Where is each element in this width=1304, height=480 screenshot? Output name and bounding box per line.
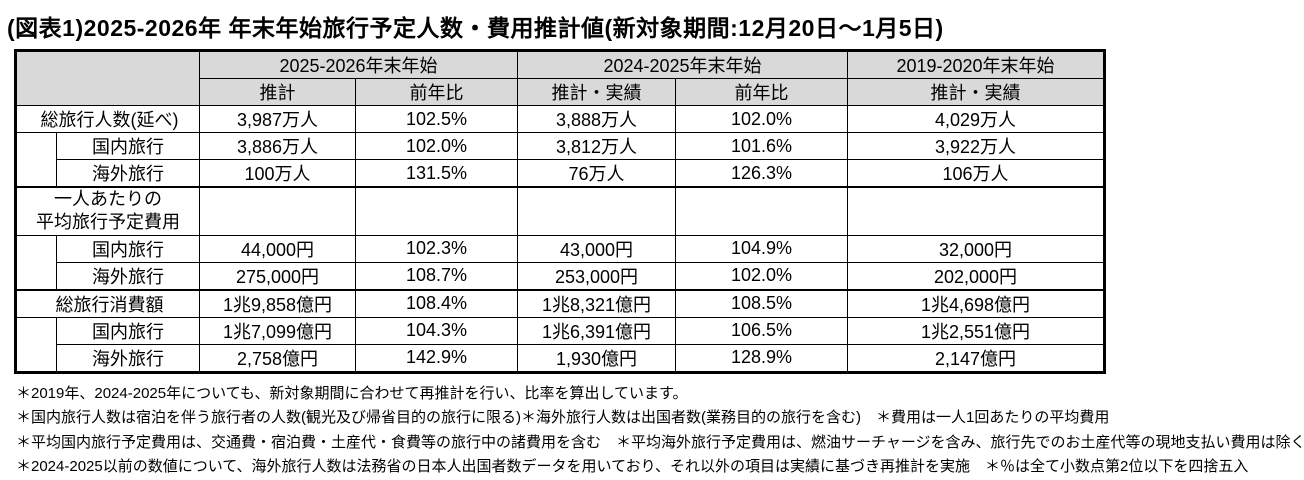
table-cell: 131.5% bbox=[355, 159, 518, 188]
table-cell: 2,758億円 bbox=[199, 343, 356, 373]
table-cell: 1兆9,858億円 bbox=[199, 288, 356, 318]
table-cell bbox=[517, 186, 676, 236]
table-row-spending-domestic: 国内旅行 1兆7,099億円 104.3% 1兆6,391億円 106.5% 1… bbox=[15, 316, 1105, 373]
table-cell: 2,147億円 bbox=[847, 343, 1105, 373]
table-cell: 106万人 bbox=[847, 159, 1105, 188]
table-cell: 1兆7,099億円 bbox=[199, 316, 356, 345]
table-cell: 275,000円 bbox=[199, 261, 356, 290]
row-label-line2: 平均旅行予定費用 bbox=[36, 212, 180, 233]
col-header-yoy: 前年比 bbox=[675, 78, 848, 106]
col-header-yoy: 前年比 bbox=[355, 78, 518, 106]
table-row-avg-cost-domestic: 国内旅行 44,000円 102.3% 43,000円 104.9% 32,00… bbox=[15, 234, 1105, 290]
table-cell: 126.3% bbox=[675, 159, 848, 188]
col-header-estimate: 推計 bbox=[199, 78, 356, 106]
row-label: 国内旅行 bbox=[56, 234, 200, 263]
row-label: 国内旅行 bbox=[56, 132, 200, 160]
row-label: 国内旅行 bbox=[56, 316, 200, 345]
col-header-estimate-actual: 推計・実績 bbox=[847, 78, 1105, 106]
footnote-line: ＊2024-2025以前の数値について、海外旅行人数は法務省の日本人出国者数デー… bbox=[16, 458, 1249, 475]
page-title: (図表1)2025-2026年 年末年始旅行予定人数・費用推計値(新対象期間:1… bbox=[7, 15, 944, 41]
table-cell: 104.9% bbox=[675, 234, 848, 263]
table-cell: 76万人 bbox=[517, 159, 676, 188]
table-row-domestic-travelers: 国内旅行 3,886万人 102.0% 3,812万人 101.6% 3,922… bbox=[15, 132, 1105, 188]
table-cell: 3,886万人 bbox=[199, 132, 356, 160]
table-cell: 101.6% bbox=[675, 132, 848, 160]
row-label: 総旅行人数(延べ) bbox=[15, 105, 200, 133]
header-group-row: 2025-2026年末年始 2024-2025年末年始 2019-2020年末年… bbox=[15, 50, 1105, 106]
table-row-overseas-travelers: 海外旅行 100万人 131.5% 76万人 126.3% 106万人 bbox=[16, 159, 1105, 188]
table-cell: 3,922万人 bbox=[847, 132, 1105, 160]
table-cell bbox=[847, 186, 1105, 236]
table-cell: 4,029万人 bbox=[847, 105, 1105, 133]
table-cell bbox=[199, 186, 356, 236]
table-row-total-travelers: 総旅行人数(延べ) 3,987万人 102.5% 3,888万人 102.0% … bbox=[15, 105, 1105, 133]
col-header-estimate-actual: 推計・実績 bbox=[517, 78, 676, 106]
table-cell: 3,987万人 bbox=[199, 105, 356, 133]
table-cell: 102.0% bbox=[675, 105, 848, 133]
table-cell: 1兆6,391億円 bbox=[517, 316, 676, 345]
indent-spacer bbox=[15, 132, 57, 188]
table-cell: 32,000円 bbox=[847, 234, 1105, 263]
table-cell: 102.0% bbox=[355, 132, 518, 160]
table-cell: 43,000円 bbox=[517, 234, 676, 263]
table-cell: 1兆2,551億円 bbox=[847, 316, 1105, 345]
footnote-line: ＊国内旅行人数は宿泊を伴う旅行者の人数(観光及び帰省目的の旅行に限る)＊海外旅行… bbox=[16, 409, 1110, 426]
indent-spacer bbox=[15, 316, 57, 373]
table-row-spending-overseas: 海外旅行 2,758億円 142.9% 1,930億円 128.9% 2,147… bbox=[16, 343, 1105, 373]
table-cell: 102.3% bbox=[355, 234, 518, 263]
row-label: 一人あたりの 平均旅行予定費用 bbox=[15, 186, 200, 236]
table-cell: 108.7% bbox=[355, 261, 518, 290]
group-header-2025-2026: 2025-2026年末年始 bbox=[199, 50, 518, 79]
table-cell bbox=[675, 186, 848, 236]
table-cell: 108.4% bbox=[355, 288, 518, 318]
table-cell: 106.5% bbox=[675, 316, 848, 345]
table-cell: 3,812万人 bbox=[517, 132, 676, 160]
table-cell: 108.5% bbox=[675, 288, 848, 318]
row-label: 総旅行消費額 bbox=[15, 288, 200, 318]
table-cell bbox=[355, 186, 518, 236]
footnotes: ＊2019年、2024-2025年についても、新対象期間に合わせて再推計を行い、… bbox=[16, 382, 1304, 480]
table-cell: 253,000円 bbox=[517, 261, 676, 290]
travel-estimate-table: 2025-2026年末年始 2024-2025年末年始 2019-2020年末年… bbox=[14, 49, 1106, 374]
row-label: 海外旅行 bbox=[56, 343, 200, 373]
page: (図表1)2025-2026年 年末年始旅行予定人数・費用推計値(新対象期間:1… bbox=[7, 15, 1304, 475]
group-header-2019-2020: 2019-2020年末年始 bbox=[847, 50, 1105, 79]
table-cell: 1兆8,321億円 bbox=[517, 288, 676, 318]
header-sub-row: 推計 前年比 推計・実績 前年比 推計・実績 bbox=[16, 78, 1105, 106]
row-label: 海外旅行 bbox=[56, 261, 200, 290]
table-cell: 3,888万人 bbox=[517, 105, 676, 133]
footnote-line: ＊平均国内旅行予定費用は、交通費・宿泊費・土産代・食費等の旅行中の諸費用を含む … bbox=[16, 433, 1304, 451]
row-label-line1: 一人あたりの bbox=[54, 189, 162, 210]
table-cell: 1兆4,698億円 bbox=[847, 288, 1105, 318]
table-cell: 44,000円 bbox=[199, 234, 356, 263]
row-label: 海外旅行 bbox=[56, 159, 200, 188]
footnote-line: ＊2019年、2024-2025年についても、新対象期間に合わせて再推計を行い、… bbox=[16, 384, 688, 402]
table-cell: 102.5% bbox=[355, 105, 518, 133]
table-row-avg-cost-overseas: 海外旅行 275,000円 108.7% 253,000円 102.0% 202… bbox=[16, 261, 1105, 290]
table-cell: 1,930億円 bbox=[517, 343, 676, 373]
corner-cell bbox=[15, 50, 200, 106]
group-header-2024-2025: 2024-2025年末年始 bbox=[517, 50, 848, 79]
indent-spacer bbox=[15, 234, 57, 290]
table-row-avg-cost-header: 一人あたりの 平均旅行予定費用 bbox=[15, 186, 1105, 236]
table-row-total-spending: 総旅行消費額 1兆9,858億円 108.4% 1兆8,321億円 108.5%… bbox=[15, 288, 1105, 318]
table-cell: 128.9% bbox=[675, 343, 848, 373]
table-cell: 100万人 bbox=[199, 159, 356, 188]
table-cell: 102.0% bbox=[675, 261, 848, 290]
table-cell: 104.3% bbox=[355, 316, 518, 345]
table-cell: 142.9% bbox=[355, 343, 518, 373]
table-cell: 202,000円 bbox=[847, 261, 1105, 290]
